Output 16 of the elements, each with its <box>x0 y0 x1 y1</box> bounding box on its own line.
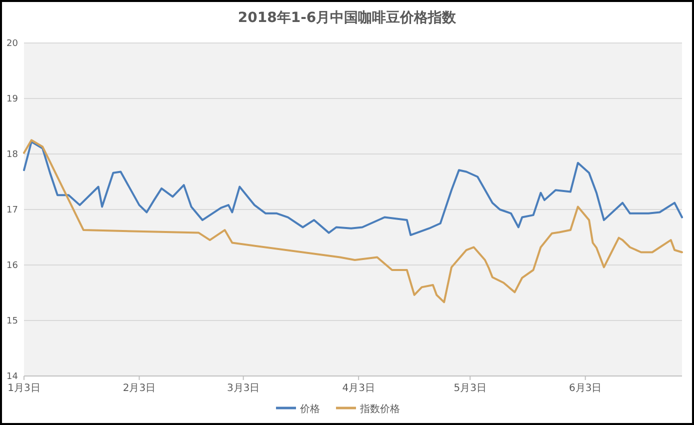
x-tick-label: 1月3日 <box>8 383 40 394</box>
legend-label: 指数价格 <box>359 403 400 415</box>
chart-title: 2018年1-6月中国咖啡豆价格指数 <box>238 10 458 26</box>
x-tick-label: 3月3日 <box>226 383 260 394</box>
y-tick-label: 14 <box>6 372 18 382</box>
y-tick-label: 18 <box>6 150 18 160</box>
x-tick-label: 5月3日 <box>454 383 486 394</box>
y-tick-label: 15 <box>6 316 18 326</box>
x-tick-label: 4月3日 <box>342 383 375 394</box>
y-tick-label: 19 <box>6 94 18 104</box>
x-tick-label: 6月3日 <box>568 383 602 394</box>
y-tick-label: 17 <box>6 206 18 216</box>
y-tick-label: 16 <box>6 261 18 271</box>
x-tick-label: 2月3日 <box>122 383 156 394</box>
legend-label: 价格 <box>299 403 320 415</box>
y-tick-label: 20 <box>6 39 18 49</box>
